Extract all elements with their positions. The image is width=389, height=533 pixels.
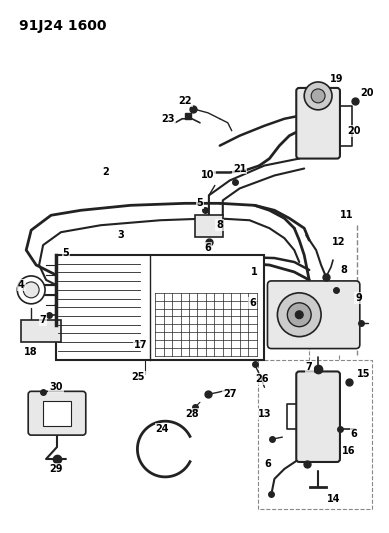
Text: 6: 6	[350, 429, 357, 439]
Text: 14: 14	[327, 494, 341, 504]
Text: 25: 25	[131, 373, 145, 382]
FancyBboxPatch shape	[268, 281, 360, 349]
Text: 8: 8	[340, 265, 347, 275]
Text: 21: 21	[233, 164, 246, 174]
Text: 3: 3	[117, 230, 124, 240]
Circle shape	[311, 89, 325, 103]
Text: 23: 23	[161, 114, 175, 124]
Text: 30: 30	[49, 382, 63, 392]
Text: 5: 5	[63, 248, 69, 258]
Text: 26: 26	[255, 374, 268, 384]
Text: 8: 8	[216, 220, 223, 230]
Text: 6: 6	[264, 459, 271, 469]
Text: 5: 5	[196, 198, 203, 208]
Text: 20: 20	[360, 88, 373, 98]
Text: 12: 12	[332, 237, 346, 247]
FancyBboxPatch shape	[28, 391, 86, 435]
Bar	[195, 215, 223, 237]
Circle shape	[295, 311, 303, 319]
Circle shape	[287, 303, 311, 327]
Text: 20: 20	[347, 126, 361, 136]
Text: 24: 24	[156, 424, 169, 434]
Text: 16: 16	[342, 446, 356, 456]
Circle shape	[277, 293, 321, 337]
Text: 1: 1	[251, 267, 258, 277]
Text: 9: 9	[356, 293, 362, 303]
Text: 29: 29	[49, 464, 63, 474]
Text: 91J24 1600: 91J24 1600	[19, 19, 107, 33]
Text: 27: 27	[223, 389, 237, 399]
Text: 10: 10	[201, 171, 215, 181]
Text: 19: 19	[330, 74, 344, 84]
Text: 7: 7	[306, 362, 312, 373]
Circle shape	[17, 276, 45, 304]
Bar	[258, 360, 372, 508]
Bar	[56, 255, 265, 360]
Bar	[21, 320, 61, 342]
Text: 15: 15	[357, 369, 371, 379]
Text: 4: 4	[18, 280, 25, 290]
FancyBboxPatch shape	[296, 88, 340, 158]
Text: 7: 7	[40, 314, 46, 325]
Text: 6: 6	[205, 243, 211, 253]
Text: 17: 17	[134, 340, 147, 350]
Text: 22: 22	[178, 96, 192, 106]
FancyBboxPatch shape	[296, 372, 340, 462]
Text: 28: 28	[185, 409, 199, 419]
Text: 11: 11	[340, 210, 354, 220]
Circle shape	[304, 82, 332, 110]
Text: 13: 13	[258, 409, 271, 419]
Text: 2: 2	[102, 167, 109, 177]
Circle shape	[23, 282, 39, 298]
Bar	[43, 401, 71, 426]
Text: 6: 6	[249, 298, 256, 308]
Text: 18: 18	[25, 346, 38, 357]
